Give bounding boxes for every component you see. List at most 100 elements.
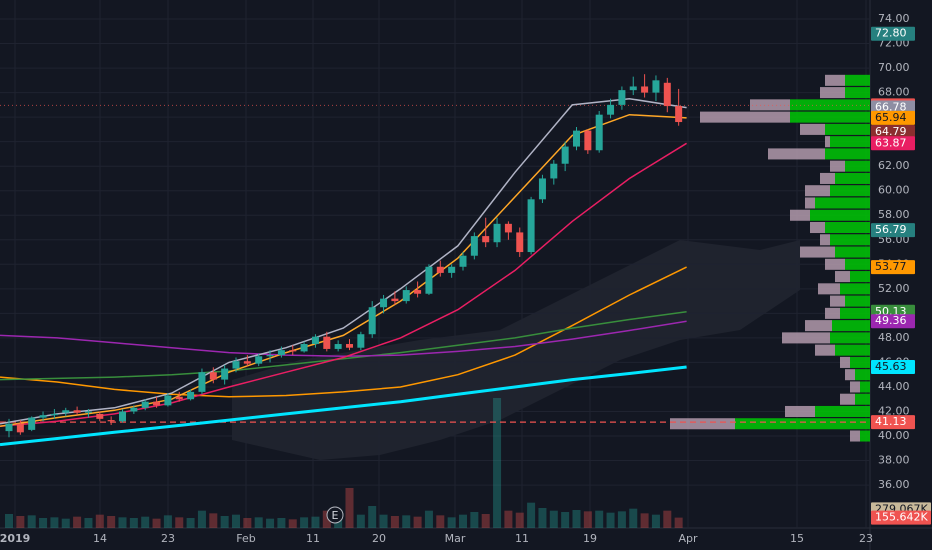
volume-bar [27, 515, 36, 528]
y-tick-label: 52.00 [878, 282, 910, 295]
volume-bar [50, 517, 59, 528]
candle-body [641, 86, 649, 93]
candle-body [130, 407, 138, 412]
price-tag [871, 359, 915, 374]
profile-up [835, 246, 870, 258]
profile-up [825, 123, 870, 135]
volume-bar [84, 518, 93, 528]
candle-body [346, 344, 353, 348]
volume-bar [220, 516, 229, 528]
candle-body [504, 223, 512, 233]
ma-line [0, 97, 687, 425]
ma-line [0, 365, 687, 447]
price-tag [871, 110, 915, 125]
volume-bar [651, 514, 660, 528]
y-tick-label: 42.00 [878, 404, 910, 417]
candle-body [119, 411, 126, 422]
profile-up [845, 160, 870, 172]
profile-up [815, 405, 870, 418]
profile-up [835, 344, 870, 356]
ma-line [0, 113, 687, 427]
candle-body [5, 423, 13, 432]
price-tag-label: 72.80 [875, 27, 907, 40]
profile-down [800, 123, 825, 135]
volume-bar [424, 510, 433, 528]
profile-up [825, 148, 870, 160]
profile-up [830, 136, 870, 148]
candle-body [607, 104, 615, 115]
y-tick-label: 36.00 [878, 478, 910, 491]
volume-bar [663, 510, 672, 528]
candle-body [221, 368, 229, 380]
candle-body [527, 199, 535, 253]
candle-body [73, 410, 81, 413]
price-tag-label: 56.79 [875, 223, 907, 236]
ma-line [0, 142, 687, 427]
profile-up [855, 393, 870, 405]
volume-bar [288, 519, 297, 528]
candle-body [187, 391, 195, 400]
profile-down [785, 405, 815, 418]
volume-bar [73, 516, 82, 528]
candle-body [402, 290, 410, 302]
candle-body [277, 350, 285, 356]
candle-body [311, 336, 319, 345]
volume-bar [561, 512, 570, 528]
candle-body [538, 178, 546, 200]
profile-down [825, 136, 830, 148]
profile-down [825, 74, 845, 86]
candle-body [334, 344, 342, 349]
profile-down [850, 381, 860, 393]
price-tag [871, 314, 915, 329]
price-tag-label: 66.78 [875, 101, 907, 114]
volume-bar [640, 513, 649, 528]
volume-bar [232, 514, 240, 528]
profile-up [735, 418, 870, 430]
profile-up [830, 332, 870, 344]
x-tick-label: Feb [236, 532, 255, 545]
profile-down [800, 246, 835, 258]
candle-body [436, 266, 444, 273]
price-tag-label: 155.642K [875, 511, 928, 524]
y-tick-label: 58.00 [878, 208, 910, 221]
candle-body [232, 361, 240, 369]
volume-bar [447, 517, 456, 528]
candle-body [107, 420, 115, 422]
candle-body [96, 413, 104, 419]
candle-body [28, 417, 36, 430]
profile-down [835, 271, 850, 283]
y-tick-label: 40.00 [878, 429, 910, 442]
candle-body [62, 410, 70, 413]
profile-down [670, 418, 735, 430]
y-tick-label: 60.00 [878, 184, 910, 197]
profile-down [790, 209, 810, 221]
candle-body [516, 232, 524, 253]
candle-body [39, 415, 47, 418]
volume-bar [345, 488, 354, 528]
profile-up [830, 234, 870, 246]
profile-down [818, 283, 840, 295]
price-tag [871, 223, 915, 238]
profile-down [825, 307, 840, 319]
y-tick-label: 48.00 [878, 331, 910, 344]
volume-bar [254, 517, 263, 528]
candle-body [16, 423, 24, 433]
volume-bar [470, 512, 479, 528]
volume-bar [197, 510, 206, 528]
candle-body [573, 130, 580, 147]
x-tick-label: Mar [445, 532, 466, 545]
volume-bar [390, 516, 399, 528]
profile-down [750, 99, 790, 111]
volume-bar [209, 513, 218, 528]
candle-body [175, 396, 183, 400]
profile-up [810, 209, 870, 221]
volume-bar [311, 516, 320, 528]
profile-up [815, 197, 870, 209]
candle-body [323, 336, 331, 349]
ma-line [0, 311, 687, 381]
x-tick-label: 11 [515, 532, 529, 545]
volume-bar [163, 515, 172, 528]
volume-bar [538, 508, 547, 528]
candle-body [266, 355, 274, 357]
